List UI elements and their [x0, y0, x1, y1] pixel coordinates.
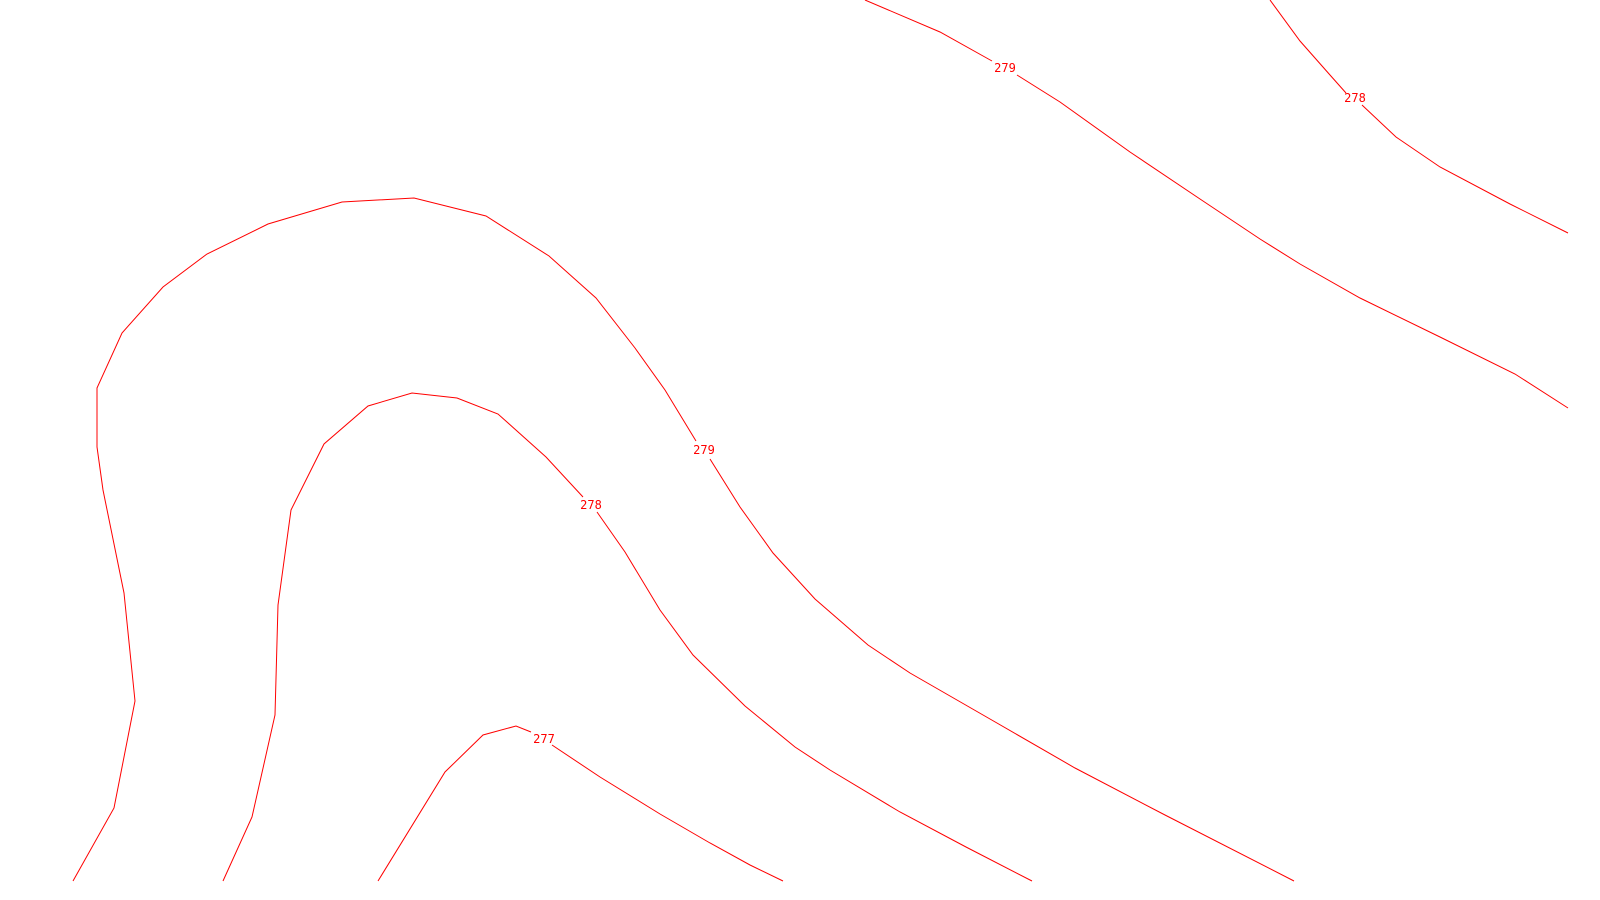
contour-label-278: 278 — [1344, 91, 1366, 105]
contour-278-lower: 278 — [222, 392, 1033, 882]
contour-line — [864, 0, 1569, 409]
contour-line — [222, 392, 1033, 882]
contour-line — [377, 725, 784, 882]
contour-line — [72, 197, 1295, 882]
contour-label-279: 279 — [693, 443, 715, 457]
contour-line — [1269, 0, 1569, 234]
contour-278-upper: 278 — [1269, 0, 1569, 234]
contour-279-upper: 279 — [864, 0, 1569, 409]
contour-279-lower: 279 — [72, 197, 1295, 882]
contour-277: 277 — [377, 725, 784, 882]
contour-label-279: 279 — [994, 61, 1016, 75]
contour-label-278: 278 — [580, 498, 602, 512]
contour-label-277: 277 — [533, 732, 555, 746]
